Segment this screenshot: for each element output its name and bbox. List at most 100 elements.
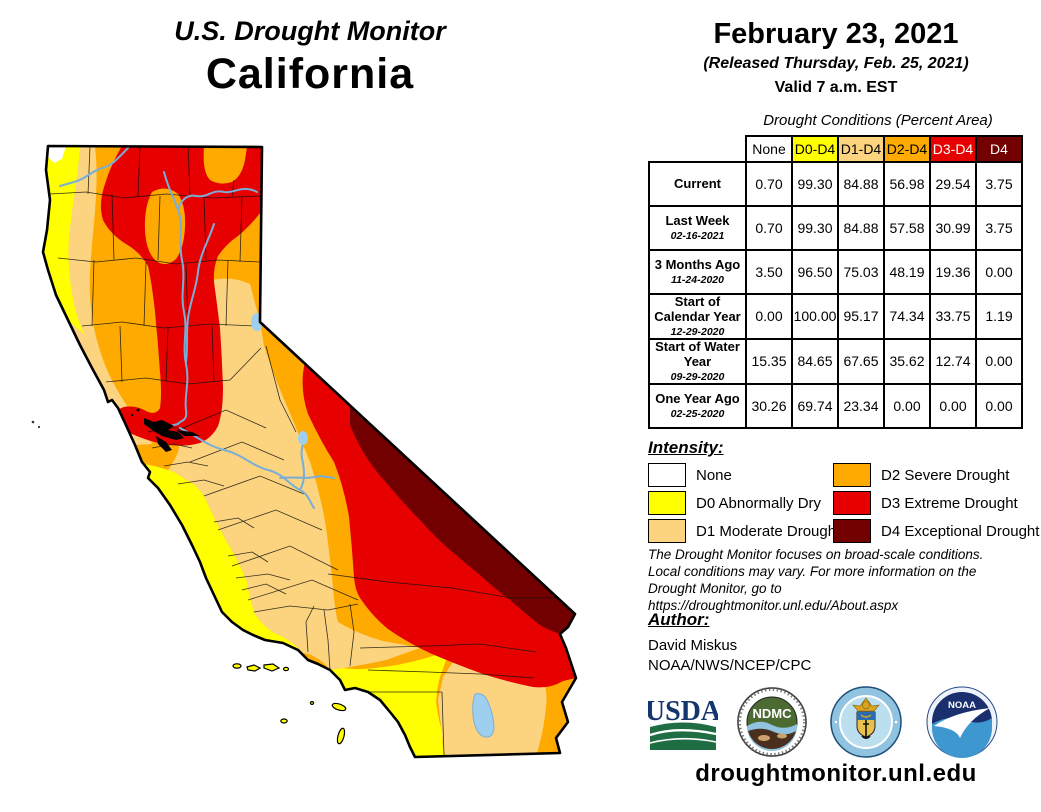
- usda-logo: USDA: [648, 694, 718, 752]
- table-col-header-d4: D4: [975, 135, 1023, 163]
- map-region-d3-north: [100, 146, 263, 446]
- usda-logo-field: [650, 722, 716, 750]
- offshore-dot: [31, 420, 35, 424]
- map-date: February 23, 2021: [713, 18, 959, 50]
- legend-item: D4 Exceptional Drought: [833, 517, 1039, 545]
- percent-area-value: 75.03: [837, 249, 885, 295]
- row-label: Start of Calendar Year 12-29-2020: [648, 293, 747, 340]
- percent-area-value: 1.19: [975, 293, 1023, 340]
- percent-area-value: 29.54: [929, 161, 977, 207]
- usda-logo-text: USDA: [648, 696, 718, 727]
- author-name: David Miskus: [648, 637, 738, 654]
- sf-bay-delta: [130, 408, 200, 452]
- percent-area-value: 3.50: [745, 249, 793, 295]
- percent-area-value: 74.34: [883, 293, 931, 340]
- percent-area-value: 100.00: [791, 293, 839, 340]
- legend-item: None: [648, 461, 833, 489]
- percent-area-value: 30.99: [929, 205, 977, 251]
- percent-area-value: 30.26: [745, 382, 793, 429]
- intensity-legend: None D0 Abnormally Dry D1 Moderate Drought…: [648, 461, 1039, 545]
- author-heading: Author:: [648, 610, 710, 629]
- map-region-d0-south: [330, 637, 480, 757]
- ndmc-logo-text: NDMC: [753, 706, 793, 721]
- channel-islands: [232, 663, 347, 745]
- row-date: 09-29-2020: [670, 370, 725, 383]
- percent-area-value: 0.00: [975, 249, 1023, 295]
- row-date: 02-16-2021: [670, 229, 725, 242]
- legend-label: D2 Severe Drought: [881, 466, 1010, 484]
- noaa-logo-text: NOAA: [948, 700, 976, 711]
- legend-swatch: [833, 519, 871, 543]
- mono-lake: [298, 431, 308, 445]
- percent-area-value: 3.75: [975, 205, 1023, 251]
- disclaimer-url-line: Drought Monitor, go to https://droughtmo…: [648, 581, 899, 613]
- percent-area-value: 69.74: [791, 382, 839, 429]
- offshore-dot: [37, 425, 41, 429]
- table-corner-cell: [649, 136, 746, 162]
- percent-area-value: 0.70: [745, 205, 793, 251]
- map-region-d4-wedge: [350, 405, 575, 634]
- california-drought-map: [28, 132, 648, 808]
- website-url: droughtmonitor.unl.edu: [695, 760, 977, 787]
- percent-area-value: 99.30: [791, 205, 839, 251]
- row-date: 02-25-2020: [670, 407, 725, 420]
- noaa-logo: NOAA: [926, 686, 998, 758]
- map-region-d1-central: [168, 278, 420, 670]
- legend-heading: Intensity:: [648, 438, 724, 457]
- map-region-d0-central-coast: [144, 464, 303, 653]
- valid-time: Valid 7 a.m. EST: [774, 79, 898, 96]
- percent-area-value: 95.17: [837, 293, 885, 340]
- ndmc-logo: NDMC: [736, 686, 808, 758]
- row-label: Last Week 02-16-2021: [648, 205, 747, 251]
- row-date: 11-24-2020: [671, 273, 724, 286]
- row-label: 3 Months Ago 11-24-2020: [648, 249, 747, 295]
- legend-swatch: [648, 491, 686, 515]
- table-row: Start of Calendar Year 12-29-2020 0.00 100.…: [648, 293, 1023, 340]
- legend-swatch: [833, 491, 871, 515]
- legend-item: D1 Moderate Drought: [648, 517, 840, 545]
- percent-area-value: 0.00: [883, 382, 931, 429]
- percent-area-value: 0.00: [745, 293, 793, 340]
- table-caption: Drought Conditions (Percent Area): [763, 112, 993, 129]
- legend-label: D0 Abnormally Dry: [696, 494, 822, 512]
- author-org: NOAA/NWS/NCEP/CPC: [648, 657, 812, 674]
- row-label: One Year Ago 02-25-2020: [648, 382, 747, 429]
- legend-swatch: [648, 519, 686, 543]
- drought-conditions-table: None D0-D4 D1-D4 D2-D4 D3-D4 D4 Current 0.70 99…: [648, 135, 1023, 429]
- legend-label: D4 Exceptional Drought: [881, 522, 1040, 540]
- legend-swatch: [833, 463, 871, 487]
- report-title: U.S. Drought Monitor: [174, 16, 446, 46]
- percent-area-value: 0.70: [745, 161, 793, 207]
- legend-item: D3 Extreme Drought: [833, 489, 1033, 517]
- legend-item: D0 Abnormally Dry: [648, 489, 833, 517]
- percent-area-value: 23.34: [837, 382, 885, 429]
- percent-area-value: 57.58: [883, 205, 931, 251]
- percent-area-value: 35.62: [883, 337, 931, 385]
- table-row: 3 Months Ago 11-24-2020 3.50 96.50 75.03 48.1…: [648, 249, 1023, 295]
- percent-area-value: 0.00: [975, 382, 1023, 429]
- table-col-header-d2-d4: D2-D4: [883, 135, 931, 163]
- percent-area-value: 48.19: [883, 249, 931, 295]
- legend-swatch: [648, 463, 686, 487]
- release-date: (Released Thursday, Feb. 25, 2021): [703, 55, 969, 72]
- table-col-header-none: None: [745, 135, 793, 163]
- row-label: Current: [648, 161, 747, 207]
- table-col-header-d3-d4: D3-D4: [929, 135, 977, 163]
- row-label: Start of Water Year 09-29-2020: [648, 337, 747, 385]
- table-col-header-d0-d4: D0-D4: [791, 135, 839, 163]
- table-row: Start of Water Year 09-29-2020 15.35 84.65 6…: [648, 337, 1023, 385]
- percent-area-value: 33.75: [929, 293, 977, 340]
- commerce-seal-logo: [830, 686, 902, 758]
- legend-label: D1 Moderate Drought: [696, 522, 841, 540]
- table-col-header-d1-d4: D1-D4: [837, 135, 885, 163]
- map-region-d0-north-coast: [43, 146, 85, 335]
- rivers: [59, 147, 335, 509]
- state-title: California: [205, 50, 415, 98]
- row-date: 12-29-2020: [670, 325, 725, 338]
- percent-area-value: 99.30: [791, 161, 839, 207]
- percent-area-value: 84.88: [837, 205, 885, 251]
- percent-area-value: 15.35: [745, 337, 793, 385]
- disclaimer-line: The Drought Monitor focuses on broad-sca…: [648, 547, 984, 562]
- salton-sea: [472, 693, 495, 738]
- percent-area-value: 0.00: [929, 382, 977, 429]
